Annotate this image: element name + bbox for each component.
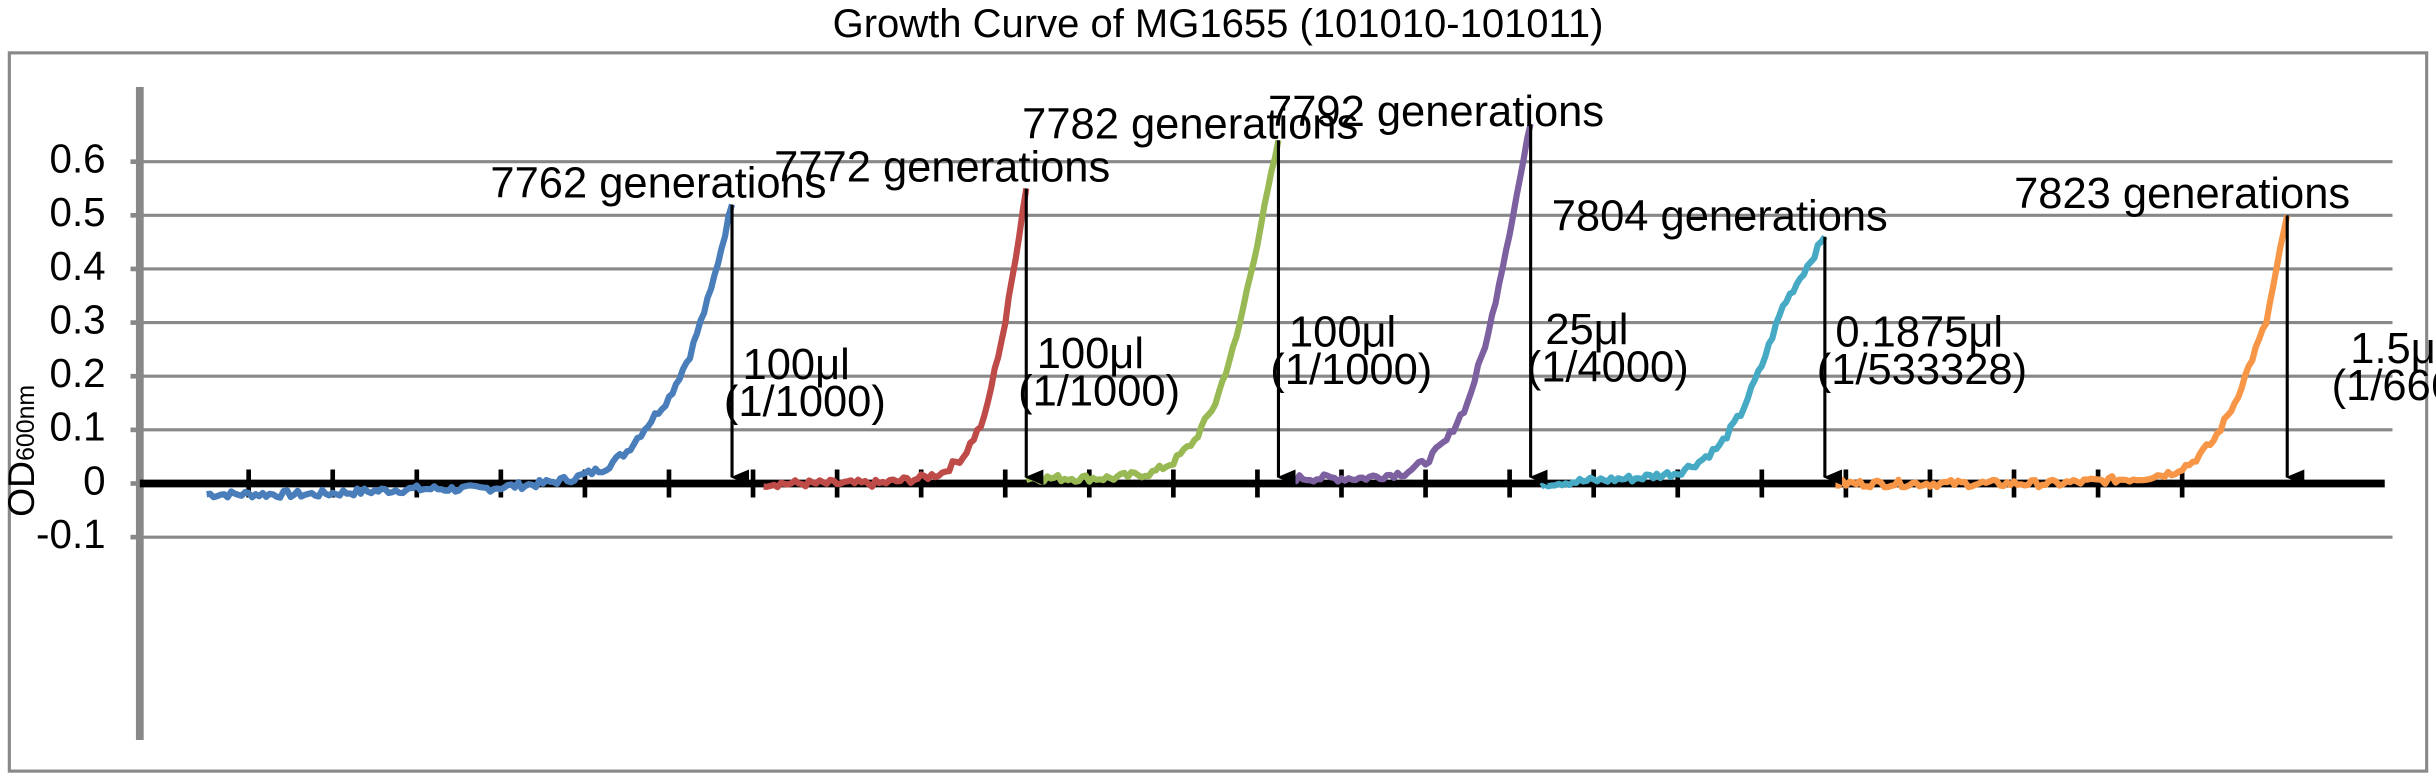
dilution-label-5: (1/66666) — [2332, 362, 2436, 410]
series-layer — [206, 123, 2291, 501]
y-axis-label-main: OD — [0, 461, 42, 517]
y-tick-label-5: 0.1 — [50, 404, 106, 450]
series-line-1 — [763, 187, 1030, 491]
generation-label-0: 7762 generations — [490, 159, 826, 207]
dilution-label-3: (1/4000) — [1527, 343, 1689, 391]
y-tick-label-3: 0.3 — [50, 296, 106, 342]
y-axis-label: OD600nm — [0, 385, 42, 517]
dilution-label-0: (1/1000) — [724, 378, 886, 426]
y-tick-label-7: -0.1 — [36, 511, 106, 557]
series-line-4 — [1539, 234, 1828, 490]
series-line-3 — [1286, 123, 1534, 485]
dilution-label-2: (1/1000) — [1270, 346, 1432, 394]
y-tick-label-6: 0 — [83, 457, 105, 503]
dilution-label-1: (1/1000) — [1018, 367, 1180, 415]
generation-label-1: 7772 generations — [774, 143, 1110, 191]
generation-label-5: 7823 generations — [2014, 170, 2350, 218]
series-line-5 — [1835, 214, 2291, 491]
y-tick-label-0: 0.6 — [50, 136, 106, 182]
generation-label-4: 7804 generations — [1552, 193, 1888, 241]
dilution-label-4: (1/533328) — [1817, 346, 2027, 394]
volume-label-3: 25μl — [1545, 306, 1628, 354]
y-tick-label-1: 0.5 — [50, 189, 106, 235]
volume-label-2: 100μl — [1289, 309, 1396, 357]
volume-label-0: 100μl — [743, 341, 850, 389]
series-line-0 — [206, 203, 736, 501]
y-tick-label-2: 0.4 — [50, 243, 106, 289]
chart-title: Growth Curve of MG1655 (101010-101011) — [832, 2, 1604, 46]
series-line-2 — [1025, 139, 1282, 485]
arrow-layer — [730, 124, 2305, 486]
generation-label-3: 7792 generations — [1268, 88, 1604, 136]
y-tick-label-4: 0.2 — [50, 350, 106, 396]
generation-label-2: 7782 generations — [1022, 100, 1358, 148]
volume-label-4: 0.1875μl — [1835, 309, 2003, 357]
gridlines — [139, 160, 2393, 539]
volume-label-1: 100μl — [1037, 330, 1144, 378]
y-axis-label-sub: 600nm — [12, 385, 40, 461]
chart-frame — [7, 51, 2429, 773]
volume-label-5: 1.5μl — [2350, 325, 2436, 373]
